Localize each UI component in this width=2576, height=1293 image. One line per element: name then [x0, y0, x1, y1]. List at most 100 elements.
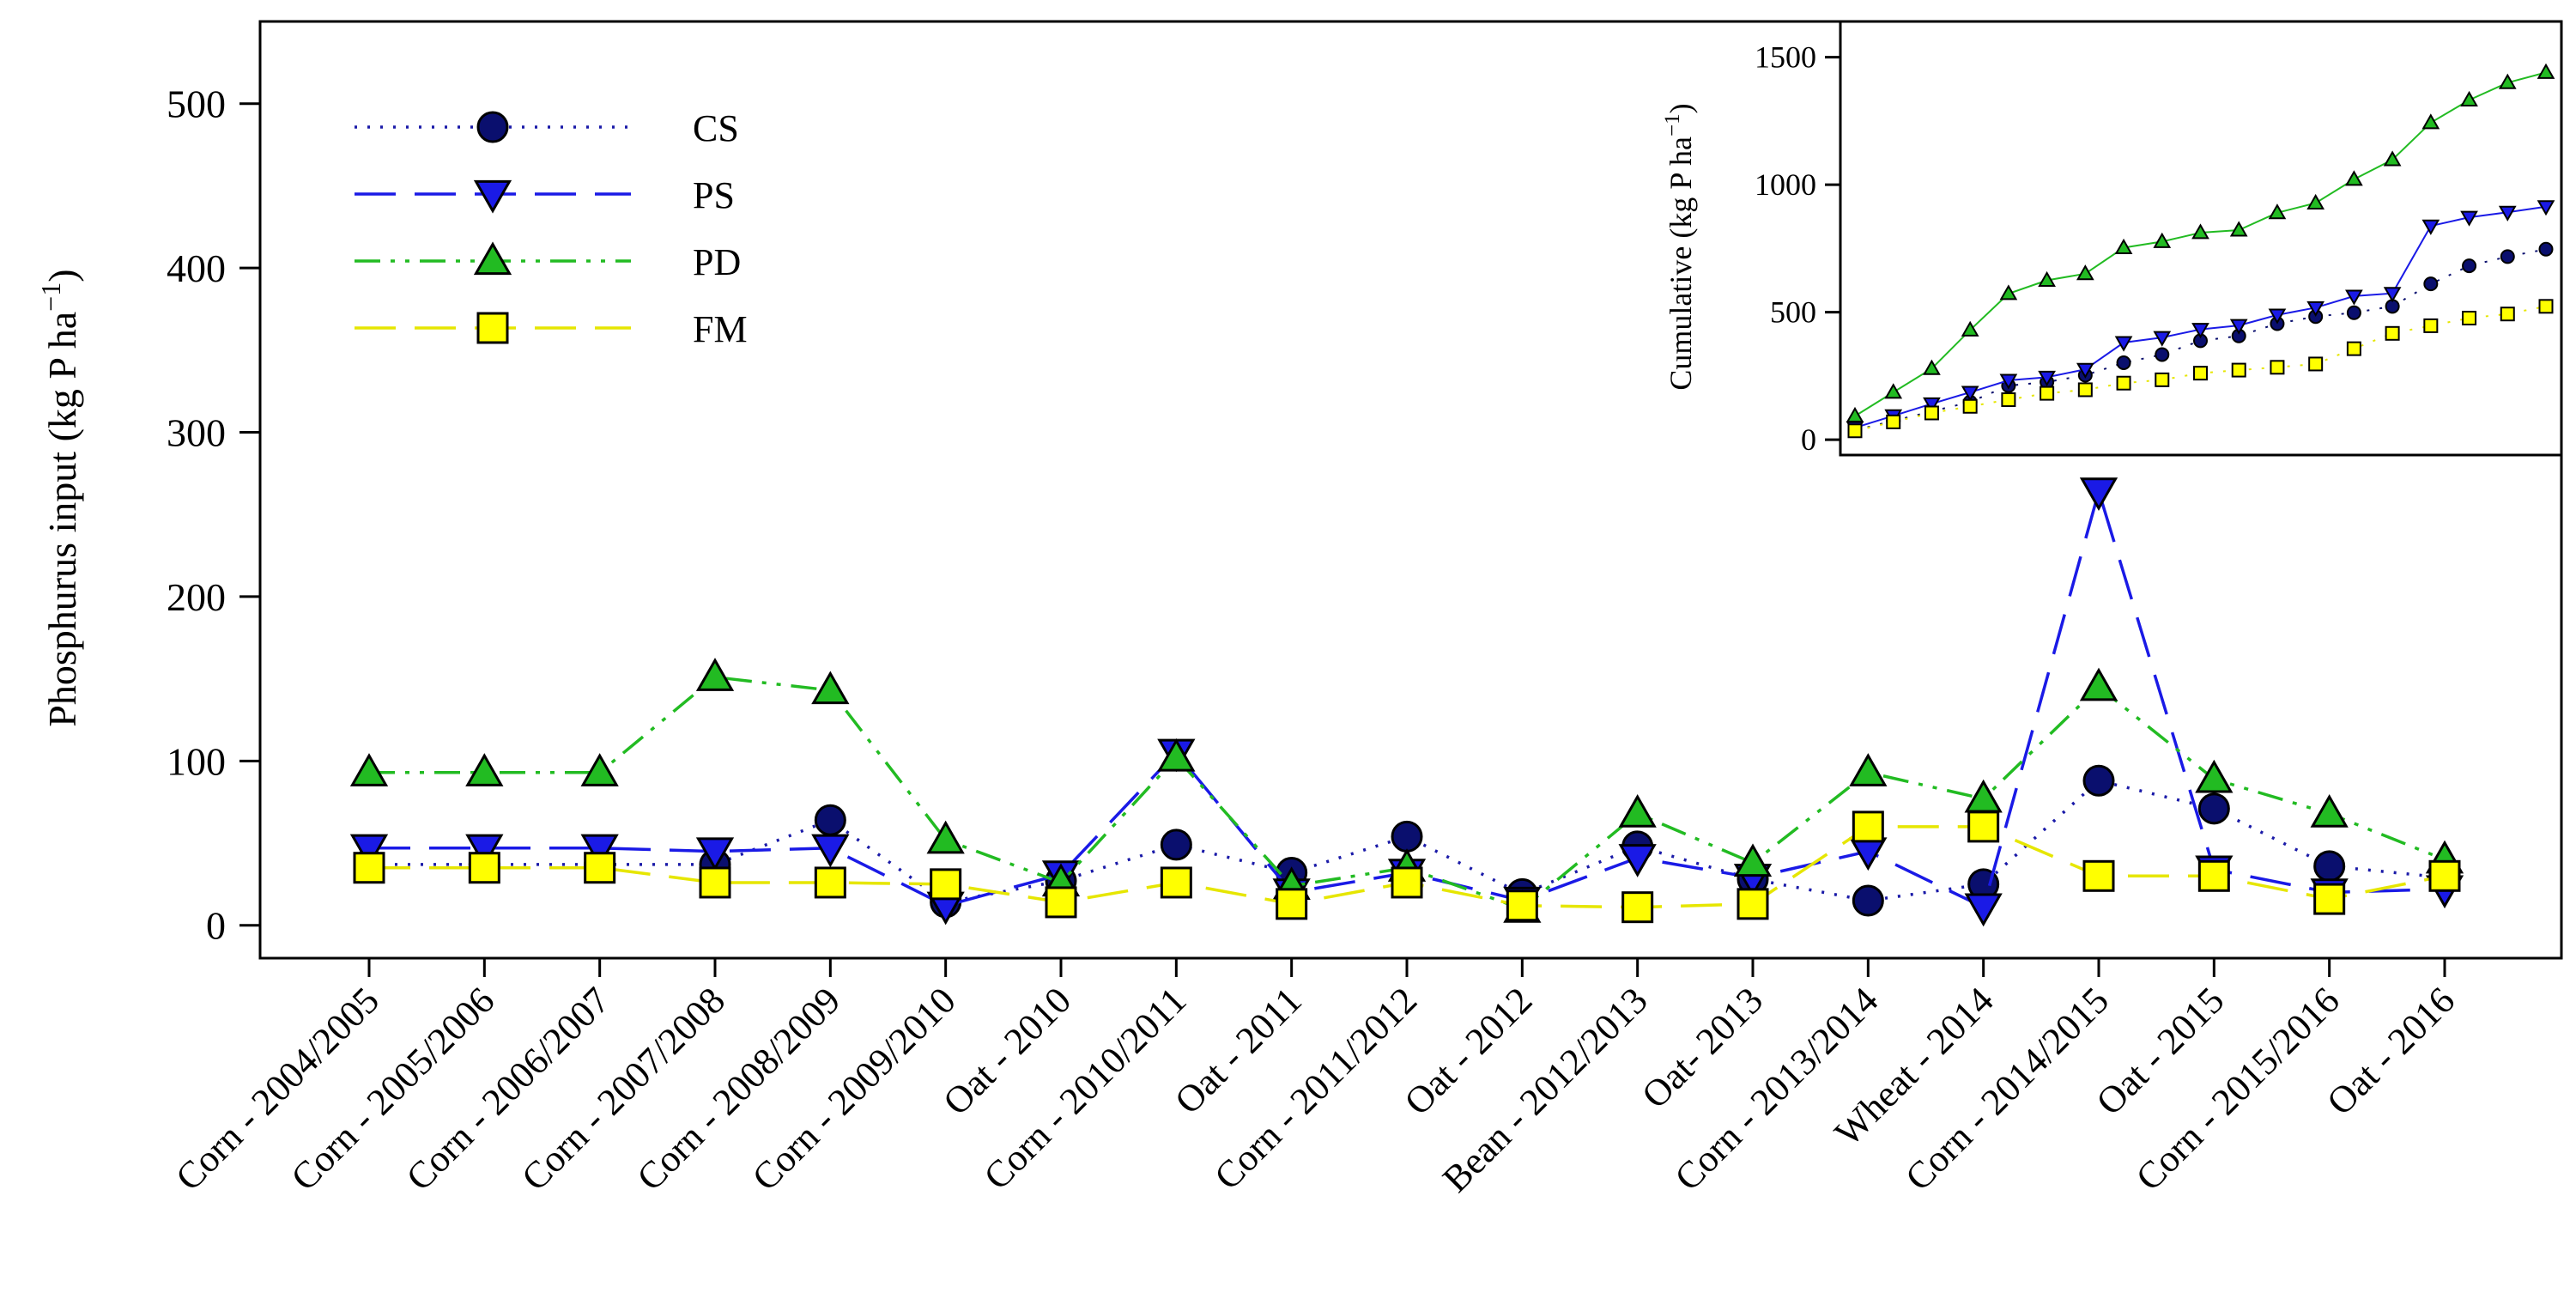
y-tick-label: 200	[167, 575, 226, 619]
main-point-cs	[2313, 850, 2346, 883]
inset-point-fm	[2308, 356, 2324, 372]
inset-point-ps	[2383, 287, 2402, 303]
main-point-fm	[584, 852, 616, 884]
inset-point-ps	[1961, 385, 1979, 402]
inset-series-cs	[1847, 241, 2554, 438]
inset-plot: 0 500 1000 1500 Cumulative (kg P ha−1)	[1661, 20, 2563, 457]
main-point-fm	[1967, 810, 2000, 843]
main-point-pd	[1849, 753, 1888, 786]
legend-item-fm: FM	[355, 308, 748, 350]
y-tick-label: 400	[167, 246, 226, 290]
main-point-ps	[580, 834, 619, 868]
main-point-fm	[1506, 889, 1538, 922]
inset-point-ps	[2537, 200, 2555, 216]
inset-point-pd	[2114, 238, 2133, 254]
inset-point-ps	[2268, 308, 2287, 325]
x-tick-label: Corn - 2006/2007	[398, 979, 618, 1199]
main-point-pd	[1733, 843, 1773, 877]
main-point-cs	[2082, 764, 2115, 797]
inset-point-pd	[2076, 264, 2094, 281]
x-tick-label: Corn - 2013/2014	[1667, 979, 1887, 1199]
main-point-pd	[2195, 759, 2234, 793]
inset-point-pd	[2537, 63, 2555, 79]
main-point-fm	[468, 852, 500, 884]
main-point-fm	[1276, 888, 1308, 920]
main-point-pd	[349, 753, 389, 786]
inset-point-ps	[2498, 205, 2517, 222]
inset-point-fm	[1962, 398, 1978, 414]
inset-point-fm	[2270, 360, 2285, 375]
inset-y-tick-label: 0	[1801, 422, 1816, 457]
main-point-ps	[2079, 477, 2118, 511]
legend-item-cs: CS	[355, 107, 739, 149]
x-tick-label: Corn - 2010/2011	[976, 979, 1195, 1198]
legend-label: CS	[693, 107, 739, 149]
inset-point-ps	[2460, 210, 2478, 227]
main-series-fm	[353, 810, 2461, 924]
x-tick-label: Corn - 2008/2009	[629, 979, 849, 1199]
inset-point-pd	[2383, 150, 2402, 167]
inset-point-pd	[2268, 203, 2287, 220]
legend-label: PS	[693, 174, 735, 216]
legend-marker	[473, 179, 512, 214]
main-point-fm	[1737, 888, 1769, 920]
inset-point-cs	[2155, 347, 2170, 362]
inset-point-fm	[2538, 299, 2554, 314]
main-point-fm	[699, 866, 731, 899]
inset-point-fm	[2423, 318, 2439, 333]
main-point-fm	[814, 866, 846, 899]
inset-point-pd	[1923, 359, 1941, 375]
inset-point-fm	[2346, 341, 2361, 356]
inset-point-ps	[2114, 336, 2133, 352]
inset-line-pd	[1854, 71, 2547, 417]
y-axis-title: Phosphurus input (kg P ha−1)	[35, 269, 84, 726]
inset-point-fm	[2040, 385, 2055, 401]
main-point-pd	[926, 820, 965, 854]
inset-series-pd	[1846, 63, 2555, 423]
inset-point-cs	[2538, 241, 2554, 257]
inset-point-cs	[2346, 305, 2361, 320]
x-tick-label: Corn - 2007/2008	[513, 979, 733, 1199]
inset-point-ps	[2153, 331, 2172, 347]
main-point-fm	[2428, 859, 2461, 892]
main-point-pd	[1618, 793, 1657, 828]
inset-point-fm	[1886, 414, 1901, 429]
inset-point-fm	[2077, 382, 2093, 398]
main-point-cs	[1852, 884, 1884, 917]
inset-point-fm	[1924, 405, 1939, 421]
inset-point-fm	[2231, 362, 2246, 378]
legend: CS PS PD FM	[355, 107, 748, 350]
main-point-ps	[1964, 893, 2003, 927]
main-point-pd	[2310, 793, 2349, 828]
x-tick-label: Corn - 2005/2006	[283, 979, 503, 1199]
main-point-fm	[1391, 866, 1423, 899]
inset-point-fm	[2001, 392, 2016, 408]
inset-point-fm	[2385, 325, 2400, 341]
main-point-cs	[1160, 829, 1192, 861]
inset-point-fm	[1847, 423, 1863, 439]
main-point-cs	[2197, 792, 2230, 825]
y-tick-label: 300	[167, 411, 226, 455]
inset-y-axis-title: Cumulative (kg P ha−1)	[1661, 103, 1698, 390]
x-tick-label: Oat - 2016	[2318, 979, 2463, 1123]
main-point-ps	[811, 834, 850, 868]
main-point-cs	[814, 804, 846, 836]
x-tick-label: Corn - 2011/2012	[1206, 979, 1425, 1198]
main-point-fm	[2197, 859, 2230, 892]
main-point-fm	[353, 852, 385, 884]
main-point-fm	[930, 868, 962, 901]
inset-point-pd	[1999, 284, 2018, 300]
inset-point-pd	[1884, 383, 1903, 399]
inset-point-ps	[2306, 300, 2325, 317]
legend-item-ps: PS	[355, 174, 735, 216]
inset-series-fm	[1847, 299, 2554, 439]
inset-point-pd	[2460, 90, 2478, 106]
y-tick-label: 100	[167, 739, 226, 783]
inset-point-ps	[1999, 373, 2018, 390]
main-plot-frame	[258, 20, 2563, 960]
inset-point-fm	[2155, 372, 2170, 387]
inset-plot-frame	[1839, 20, 2563, 457]
x-tick-label: Corn - 2015/2016	[2128, 979, 2348, 1199]
inset-point-ps	[2038, 370, 2056, 387]
